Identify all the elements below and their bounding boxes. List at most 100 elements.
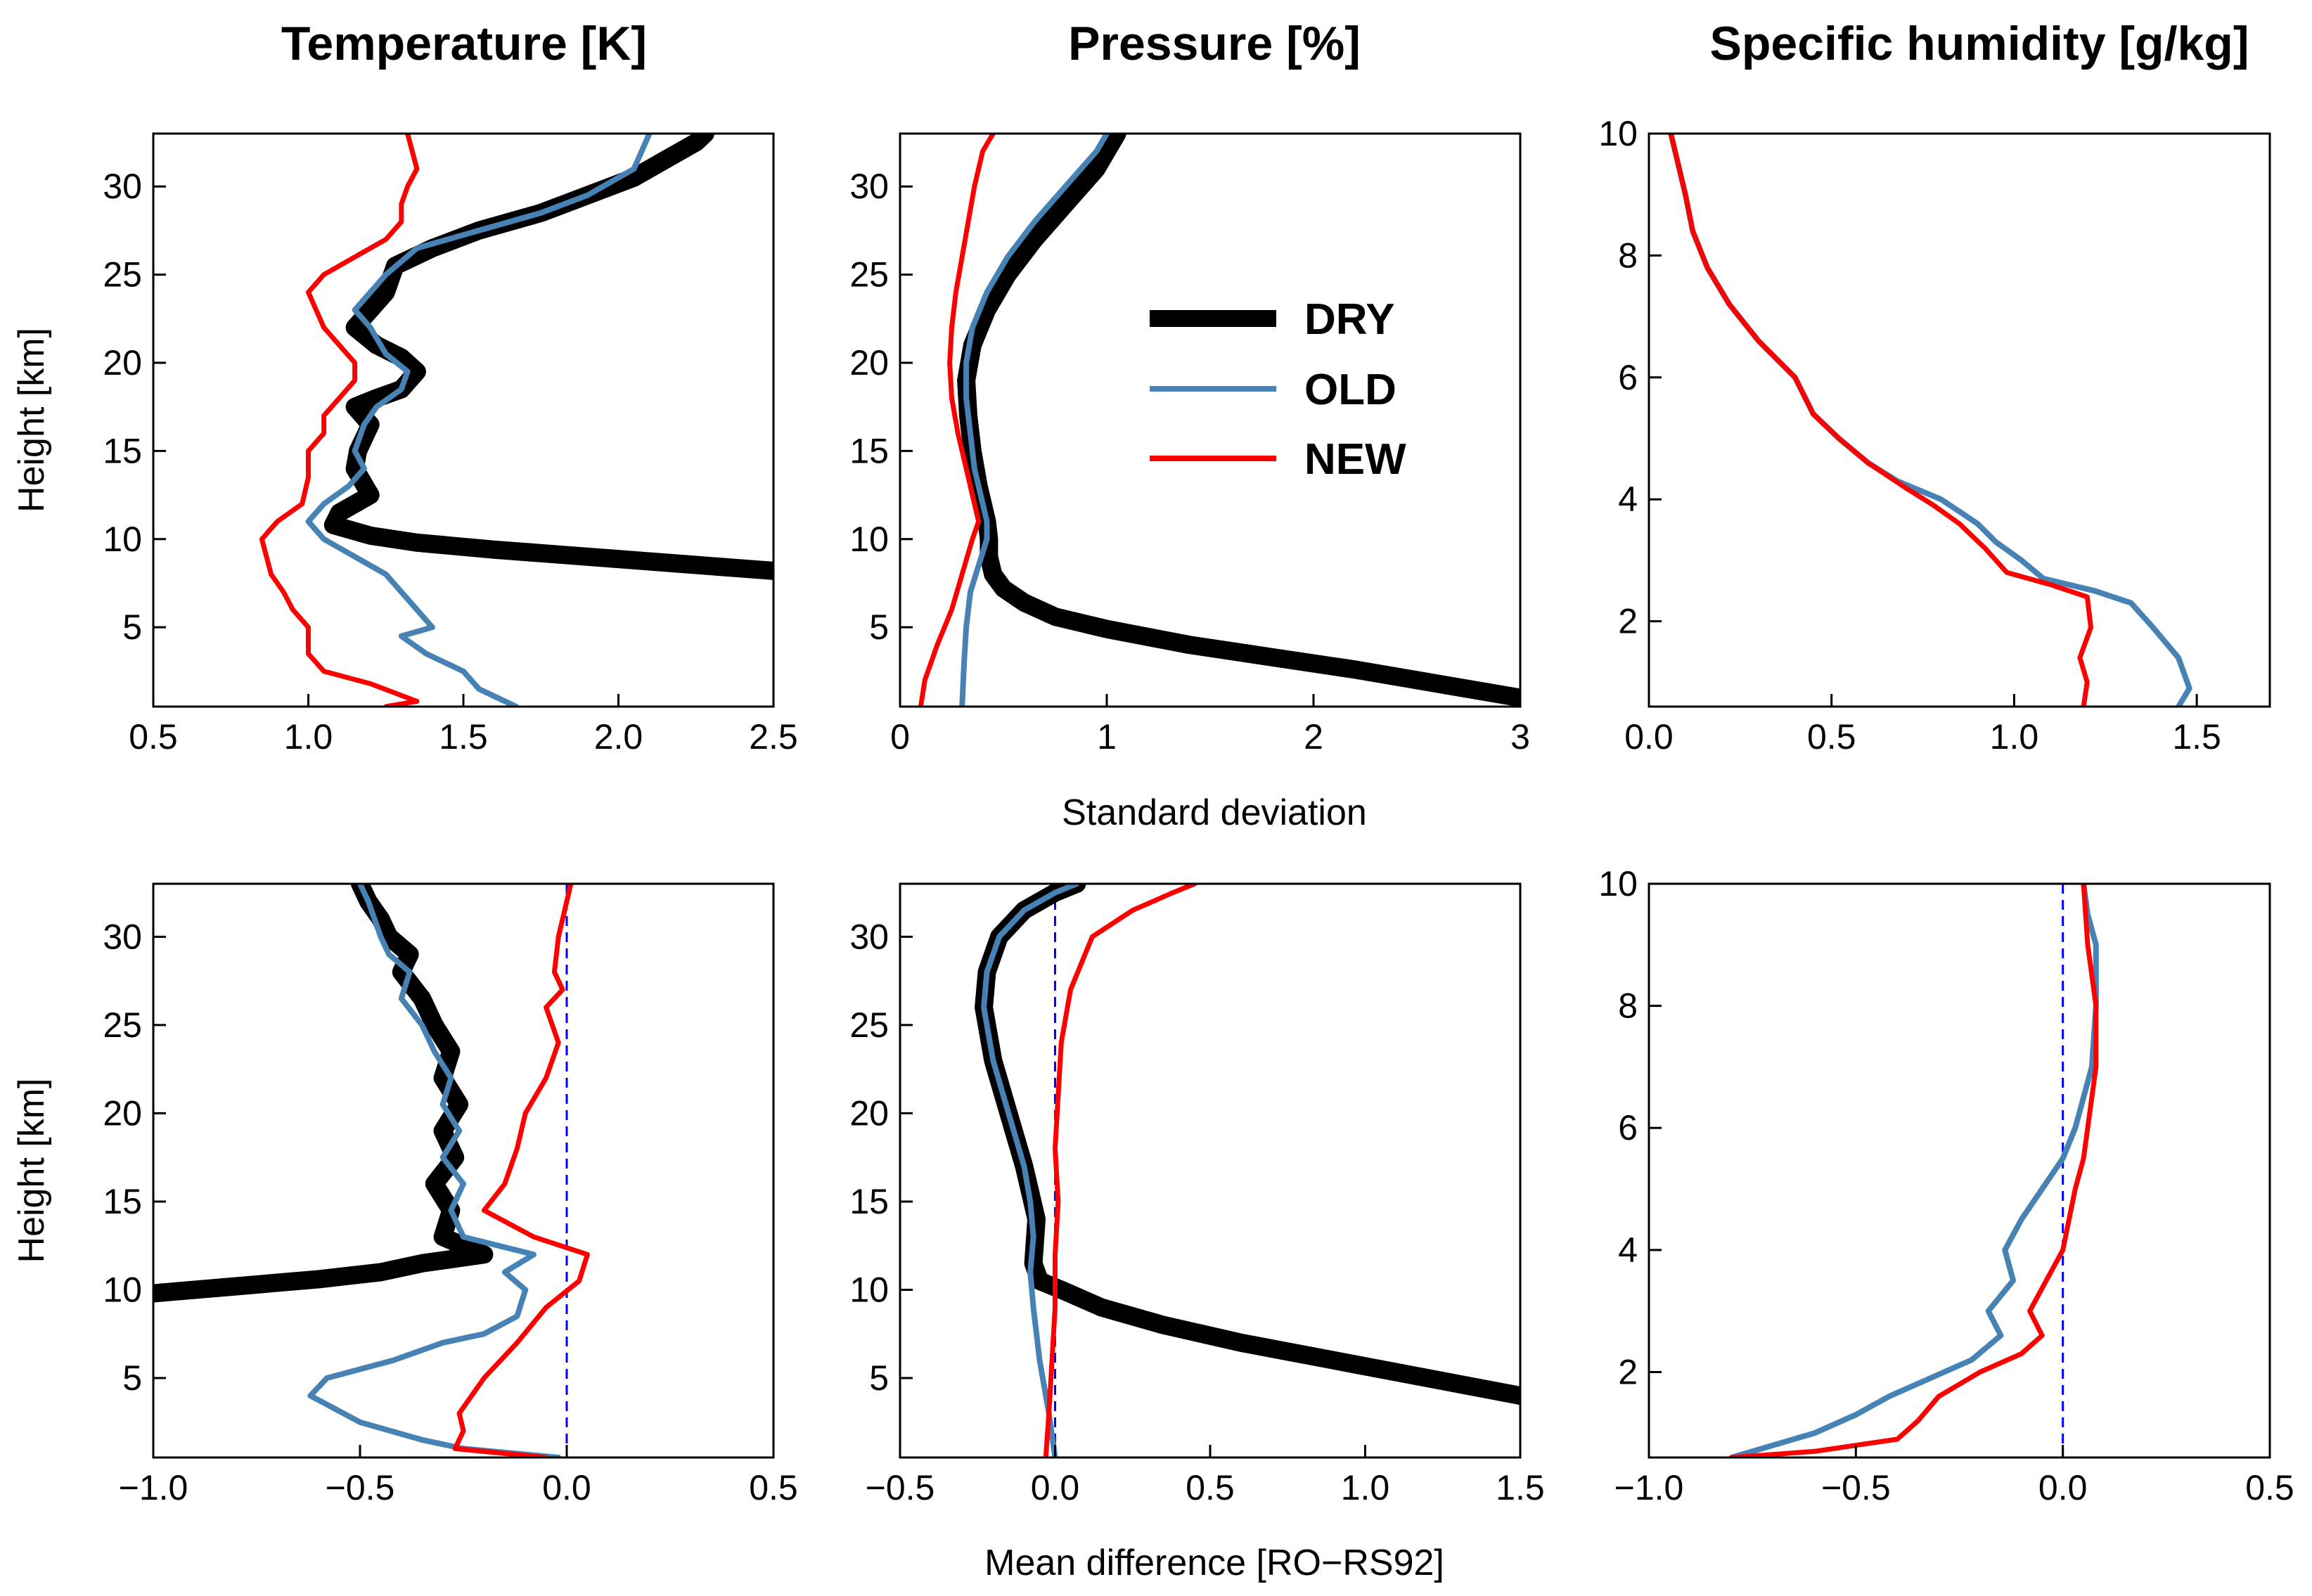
x-tick-label: 1.5 (2172, 717, 2221, 757)
series-old (1728, 884, 2099, 1457)
y-tick-label: 25 (103, 255, 142, 295)
x-tick-label: 0.0 (1031, 1468, 1080, 1507)
xlabel-standard-deviation: Standard deviation (1062, 792, 1367, 833)
panel-mean-humidity: −1.0 −0.5 0.0 0.5 2 4 6 8 10 (1598, 864, 2294, 1507)
y-tick-label: 30 (103, 917, 142, 956)
y-tick-label: 10 (1598, 864, 1638, 903)
xlabel-mean-difference: Mean difference [RO−RS92] (984, 1543, 1444, 1583)
x-tick-label: 1.0 (1341, 1468, 1390, 1507)
y-tick-label: 2 (1618, 602, 1638, 641)
y-tick-label: 5 (122, 607, 142, 647)
x-tick-label: −0.5 (1821, 1468, 1891, 1507)
x-tick-label: 2 (1304, 717, 1323, 757)
plot-area (1728, 884, 2099, 1457)
panel-std-pressure: 0 1 2 3 5 10 15 20 25 30 (849, 132, 1530, 757)
y-tick-label: 15 (103, 1182, 142, 1221)
x-tick-label: 2.5 (749, 717, 798, 757)
y-tick-label: 10 (849, 1270, 889, 1309)
x-tick-label: −1.0 (119, 1468, 188, 1507)
y-tick-label: 6 (1618, 1108, 1638, 1147)
legend: DRY OLD NEW (1150, 295, 1406, 484)
x-tick-label: 0.0 (2038, 1468, 2088, 1507)
panel-std-humidity: 0.0 0.5 1.0 1.5 2 4 6 8 10 (1598, 114, 2271, 757)
y-tick-label: 25 (103, 1005, 142, 1045)
x-tick-label: −1.0 (1614, 1468, 1684, 1507)
y-tick-label: 25 (849, 255, 889, 295)
x-tick-label: 0.5 (749, 1468, 798, 1507)
y-tick-label: 4 (1618, 1230, 1638, 1270)
x-tick-label: 1.5 (1496, 1468, 1545, 1507)
panel-mean-pressure: −0.5 0.0 0.5 1.0 1.5 5 10 15 20 25 30 (849, 882, 1545, 1507)
x-tick-label: 1 (1097, 717, 1117, 757)
x-tick-label: 0.5 (129, 717, 178, 757)
series-old (1668, 134, 2192, 707)
y-tick-label: 10 (103, 1270, 142, 1309)
series-dry (323, 134, 773, 580)
x-tick-label: −0.5 (866, 1468, 935, 1507)
plot-area (975, 884, 1520, 1457)
axes-frame (152, 132, 775, 708)
series-dry (957, 134, 1520, 707)
y-tick-label: 10 (103, 520, 142, 559)
series-new (918, 134, 996, 707)
x-tick-label: −0.5 (326, 1468, 395, 1507)
y-tick-label: 8 (1618, 236, 1638, 275)
x-tick-label: 0.0 (1624, 717, 1674, 757)
series-new (452, 884, 590, 1457)
series-new (1668, 134, 2093, 707)
y-axis-label: Height [km] (11, 1079, 52, 1263)
panel-std-temperature: 0.5 1.0 1.5 2.0 2.5 5 10 15 20 25 30 Height [km] (11, 132, 798, 757)
y-tick-label: 20 (103, 343, 142, 382)
series-dry (153, 884, 494, 1303)
y-tick-label: 30 (103, 167, 142, 206)
y-tick-label: 15 (849, 1182, 889, 1221)
series-new (1729, 884, 2099, 1457)
legend-label-old: OLD (1304, 366, 1396, 414)
y-tick-label: 20 (849, 1093, 889, 1133)
x-tick-label: 1.5 (439, 717, 488, 757)
y-axis-label: Height [km] (11, 328, 52, 513)
y-tick-label: 25 (849, 1005, 889, 1045)
legend-label-dry: DRY (1304, 295, 1395, 344)
axes-frame (1648, 882, 2271, 1459)
column-title-temperature: Temperature [K] (281, 17, 647, 70)
axes-frame (1648, 132, 2271, 708)
panel-mean-temperature: −1.0 −0.5 0.0 0.5 5 10 15 20 25 30 Height [km] (11, 882, 798, 1507)
x-tick-label: 1.0 (284, 717, 333, 757)
series-new (1043, 884, 1197, 1457)
x-tick-label: 0 (890, 717, 910, 757)
axes-frame (899, 132, 1522, 708)
x-tick-label: 0.5 (1807, 717, 1856, 757)
y-tick-label: 5 (869, 607, 889, 647)
y-tick-label: 2 (1618, 1352, 1638, 1391)
y-tick-label: 20 (849, 343, 889, 382)
series-dry (975, 884, 1520, 1405)
series-old (305, 134, 653, 707)
y-tick-label: 15 (103, 431, 142, 470)
x-tick-label: 0.5 (1186, 1468, 1235, 1507)
y-tick-label: 10 (849, 520, 889, 559)
y-tick-label: 8 (1618, 986, 1638, 1026)
y-tick-label: 20 (103, 1093, 142, 1133)
y-tick-label: 4 (1618, 480, 1638, 519)
y-tick-label: 6 (1618, 358, 1638, 397)
y-tick-label: 15 (849, 431, 889, 470)
y-tick-label: 30 (849, 917, 889, 956)
y-tick-label: 10 (1598, 114, 1638, 153)
x-tick-label: 0.5 (2245, 1468, 2294, 1507)
y-tick-label: 5 (869, 1358, 889, 1398)
axes-frame (152, 882, 775, 1459)
plot-area (153, 884, 590, 1457)
column-title-pressure: Pressure [%] (1068, 17, 1361, 70)
plot-area (918, 134, 1520, 707)
series-new (259, 134, 420, 707)
x-tick-label: 3 (1510, 717, 1530, 757)
plot-area (259, 134, 773, 707)
y-tick-label: 30 (849, 167, 889, 206)
series-old (981, 884, 1080, 1457)
x-tick-label: 0.0 (542, 1468, 591, 1507)
series-old (307, 884, 562, 1457)
legend-label-new: NEW (1304, 435, 1406, 484)
